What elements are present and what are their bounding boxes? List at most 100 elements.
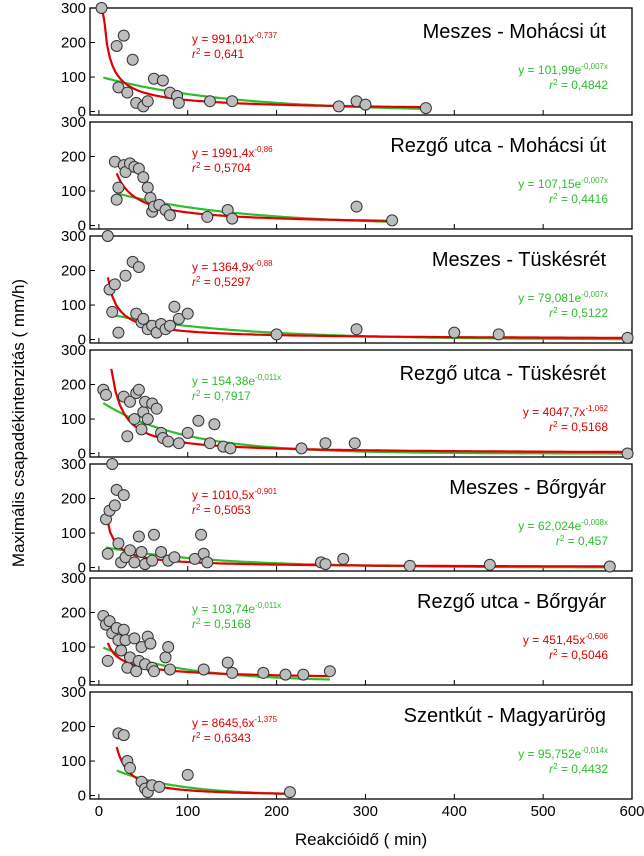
power_fit-equation-base: y = 991,01x xyxy=(192,32,254,46)
power_fit-r2: r2 = 0,6343 xyxy=(192,731,251,745)
power_fit-equation-exponent: -0,86 xyxy=(254,145,273,154)
panel-6: 0 100 200 300 Rezgő utca - Bőrgyár y = 451,45… xyxy=(61,570,633,691)
r-squared-equals: = xyxy=(558,648,572,662)
data-point xyxy=(221,656,234,669)
data-point xyxy=(203,437,216,450)
power-fit-line xyxy=(100,6,426,109)
y-tick-label: 300 xyxy=(61,0,86,17)
data-point xyxy=(108,278,121,291)
data-point xyxy=(332,100,345,113)
data-point xyxy=(163,319,176,332)
data-point xyxy=(123,761,136,774)
data-point xyxy=(146,554,159,567)
plot-frame xyxy=(89,691,633,800)
data-point xyxy=(137,312,150,325)
r-squared-equals: = xyxy=(200,47,214,61)
r-squared-superscript: 2 xyxy=(560,534,565,543)
r-squared-value: 0,5168 xyxy=(214,617,251,631)
power_fit-equation-exponent: -0,901 xyxy=(254,487,277,496)
power_fit-equation: y = 451,45x-0,606 xyxy=(523,632,609,647)
r-squared-symbol: r xyxy=(192,503,197,517)
r-squared-value: 0,5297 xyxy=(214,275,251,289)
data-point xyxy=(132,530,145,543)
data-point xyxy=(323,665,336,678)
data-point xyxy=(168,551,181,564)
data-point xyxy=(270,328,283,341)
power_fit-equation: y = 1010,5x-0,901 xyxy=(192,487,278,502)
power_fit-equation-base: y = 451,45x xyxy=(523,633,585,647)
y-tick-label: 100 xyxy=(61,297,86,314)
r-squared-symbol: r xyxy=(192,731,197,745)
power_fit-r2: r2 = 0,5053 xyxy=(192,503,251,517)
power_fit-equation-exponent: -1,062 xyxy=(585,404,608,413)
y-tick-label: 300 xyxy=(61,342,86,359)
data-point xyxy=(337,552,350,565)
power_fit-r2: r2 = 0,5046 xyxy=(549,648,608,662)
y-tick-label: 100 xyxy=(61,69,86,86)
exp_fit-equation-base: y = 62,024e xyxy=(518,519,581,533)
panel-title: Meszes - Tüskésrét xyxy=(432,249,607,271)
exp_fit-equation-base: y = 101,99e xyxy=(518,63,581,77)
data-point xyxy=(181,307,194,320)
power_fit-equation-base: y = 8645,6x xyxy=(192,716,254,730)
y-tick-label: 0 xyxy=(78,218,86,235)
panel-title: Rezgő utca - Tüskésrét xyxy=(400,363,607,385)
y-tick-label: 200 xyxy=(61,377,86,394)
r-squared-symbol: r xyxy=(192,389,197,403)
r-squared-symbol: r xyxy=(556,534,561,548)
y-tick-label: 0 xyxy=(78,104,86,121)
r-squared-superscript: 2 xyxy=(196,389,201,398)
r-squared-superscript: 2 xyxy=(196,47,201,56)
exp_fit-equation-base: y = 154,38e xyxy=(192,374,255,388)
r-squared-superscript: 2 xyxy=(553,762,558,771)
power-fit-line xyxy=(106,277,628,339)
data-point xyxy=(112,81,125,94)
y-tick-label: 200 xyxy=(61,263,86,280)
exp_fit-equation: y = 103,74e-0,011x xyxy=(192,601,281,616)
x-tick-label: 100 xyxy=(175,803,200,820)
r-squared-equals: = xyxy=(564,534,578,548)
data-point xyxy=(163,663,176,676)
r-squared-superscript: 2 xyxy=(196,617,201,626)
r-squared-value: 0,5122 xyxy=(571,306,608,320)
data-point xyxy=(108,499,121,512)
r-squared-value: 0,5053 xyxy=(214,503,251,517)
data-point xyxy=(101,230,114,242)
power_fit-r2: r2 = 0,5704 xyxy=(192,161,251,175)
x-tick-label: 300 xyxy=(353,803,378,820)
data-point xyxy=(123,395,136,408)
r-squared-value: 0,7917 xyxy=(214,389,251,403)
data-point xyxy=(181,426,194,439)
exp_fit-equation-exponent: -0,007x xyxy=(581,62,608,71)
data-point xyxy=(121,86,134,99)
exp_fit-r2: r2 = 0,5122 xyxy=(549,306,608,320)
panel-title: Rezgő utca - Bőrgyár xyxy=(417,591,606,613)
y-tick-label: 0 xyxy=(78,332,86,349)
data-point xyxy=(132,261,145,274)
power_fit-r2: r2 = 0,641 xyxy=(192,47,244,61)
r-squared-equals: = xyxy=(200,275,214,289)
r-squared-symbol: r xyxy=(549,420,554,434)
power_fit-equation: y = 4047,7x-1,062 xyxy=(523,404,609,419)
data-point xyxy=(137,171,150,184)
power_fit-equation: y = 991,01x-0,737 xyxy=(192,31,278,46)
y-tick-label: 300 xyxy=(61,456,86,473)
panel-title: Meszes - Bőrgyár xyxy=(449,477,606,499)
data-point xyxy=(117,729,130,742)
y-tick-label: 0 xyxy=(78,560,86,577)
exp_fit-r2: r2 = 0,5168 xyxy=(192,617,251,631)
r-squared-symbol: r xyxy=(192,617,197,631)
exp_fit-r2: r2 = 0,4432 xyxy=(549,762,608,776)
data-point xyxy=(279,668,292,681)
data-point xyxy=(359,98,372,111)
panel-title: Meszes - Mohácsi út xyxy=(423,21,607,43)
exp_fit-r2: r2 = 0,7917 xyxy=(192,389,251,403)
data-point xyxy=(141,413,154,426)
r-squared-superscript: 2 xyxy=(553,420,558,429)
data-point xyxy=(135,423,148,436)
exp_fit-equation: y = 107,15e-0,007x xyxy=(518,176,608,191)
data-point xyxy=(117,623,130,636)
data-point xyxy=(126,53,139,66)
data-point xyxy=(224,442,237,455)
